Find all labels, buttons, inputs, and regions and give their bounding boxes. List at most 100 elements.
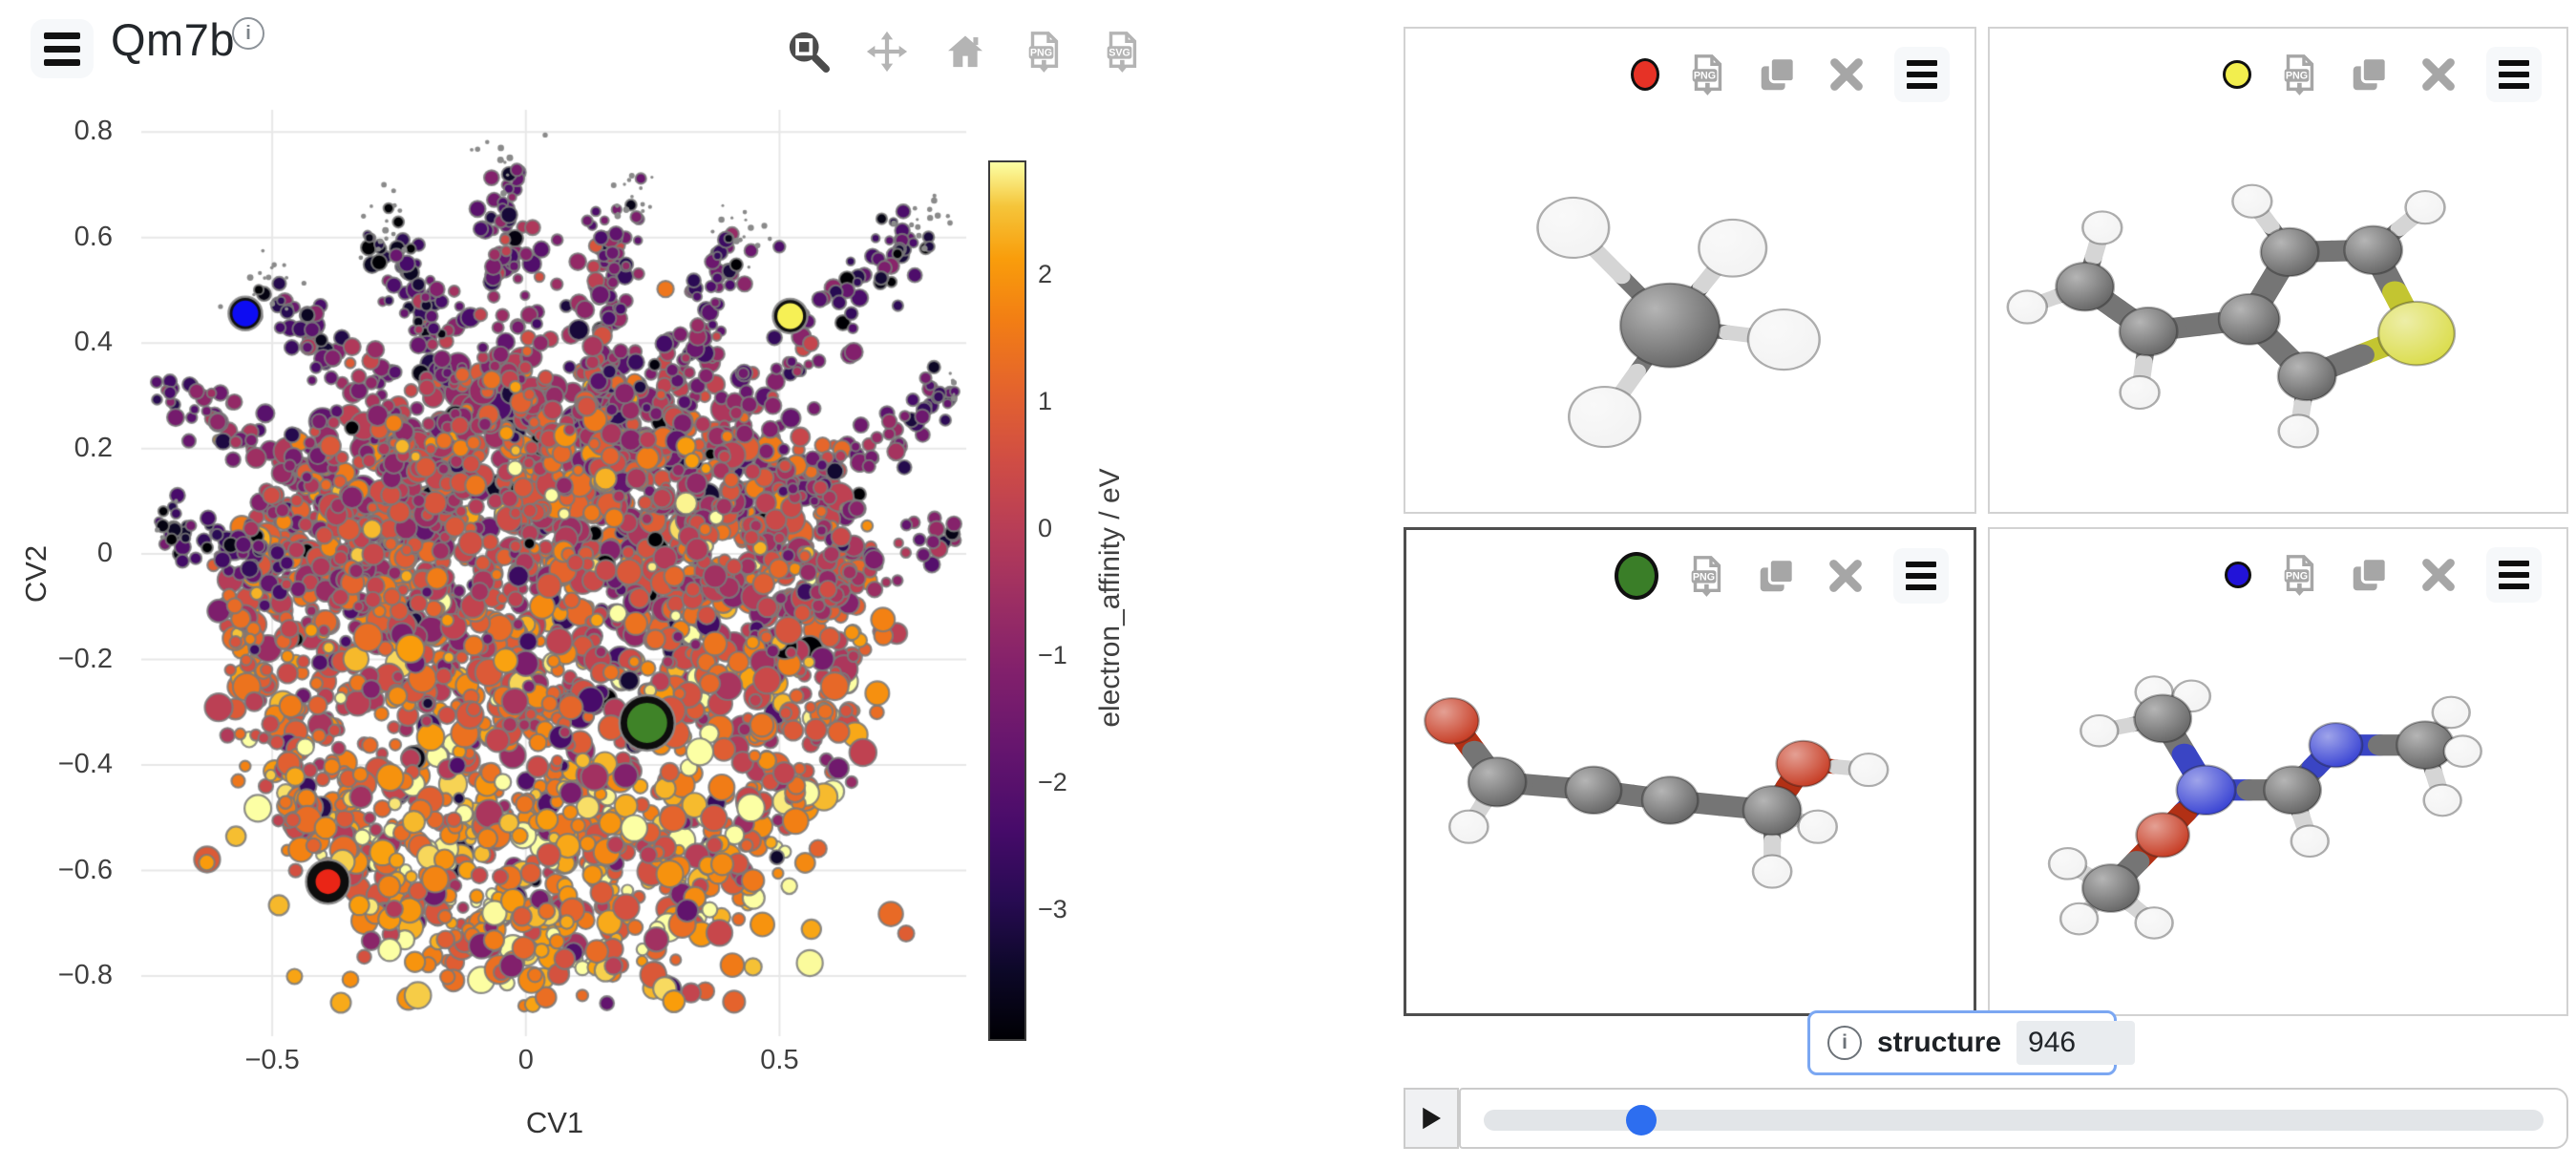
molecule-3d-view[interactable] (1405, 95, 1974, 502)
atom-H (2006, 289, 2049, 325)
atom-C (2343, 224, 2404, 276)
atom-C (1467, 756, 1528, 808)
pan-icon[interactable] (865, 30, 909, 74)
menu-bar (1907, 83, 1937, 89)
viewer-marker-dot (2225, 562, 2251, 588)
atom-O (1775, 739, 1832, 788)
svg-text:PNG: PNG (2286, 71, 2308, 82)
slider-thumb[interactable] (1626, 1105, 1658, 1135)
y-tick-label: −0.6 (57, 854, 113, 885)
menu-bar (2499, 561, 2529, 566)
molecule-3d-view[interactable] (1406, 597, 1974, 1004)
atom-O (2135, 812, 2191, 859)
atom-H (2081, 210, 2123, 245)
duplicate-icon[interactable] (2347, 53, 2391, 96)
svg-text:PNG: PNG (1694, 71, 1716, 82)
duplicate-icon[interactable] (1754, 554, 1798, 598)
viewer-marker-dot (1615, 552, 1658, 600)
atom-H (2059, 902, 2100, 936)
download-svg-icon[interactable]: SVG (1100, 30, 1144, 74)
close-icon[interactable] (1825, 53, 1869, 96)
atom-H (2231, 183, 2273, 219)
download-png-icon[interactable]: PNG (2277, 553, 2321, 597)
zoom-box-icon[interactable] (787, 30, 831, 74)
menu-bar (2499, 60, 2529, 66)
close-icon[interactable] (1824, 554, 1868, 598)
structure-slider[interactable] (1459, 1088, 2568, 1149)
structure-viewer-methoxy-methyl-formamidine[interactable]: PNG (1988, 527, 2568, 1016)
info-icon[interactable]: i (1827, 1026, 1862, 1060)
atom-C (2118, 306, 2179, 357)
menu-bar (2499, 584, 2529, 589)
duplicate-icon[interactable] (1755, 53, 1799, 96)
atom-H (1567, 385, 1642, 449)
plot-modebar: PNG SVG (787, 30, 1144, 74)
atom-C (2263, 765, 2323, 816)
viewer-toolbar: PNG (1405, 29, 1974, 120)
atom-H (1447, 809, 1489, 844)
slider-track[interactable] (1484, 1110, 2544, 1131)
atom-C (1564, 765, 1623, 816)
colorbar-tick-label: 0 (1038, 513, 1053, 542)
atom-H (2422, 783, 2462, 817)
y-tick-label: −0.2 (57, 643, 113, 674)
atom-C (1742, 785, 1803, 837)
atom-H (1746, 308, 1821, 371)
atom-H (1848, 752, 1890, 788)
menu-bar (2499, 572, 2529, 578)
atom-H (2080, 713, 2120, 748)
svg-label: SVG (1109, 48, 1130, 59)
viewer-menu-button[interactable] (1893, 548, 1949, 604)
structure-viewer-vinyl-thiophene[interactable]: PNG (1988, 27, 2568, 514)
y-tick-label: −0.8 (57, 960, 113, 991)
atom-O (1424, 697, 1480, 745)
map-menu-button[interactable] (31, 19, 94, 78)
viewer-toolbar: PNG (1990, 29, 2566, 120)
download-png-icon[interactable]: PNG (1685, 53, 1729, 96)
scatter-plot-canvas[interactable] (0, 0, 1394, 1167)
menu-bar (2499, 72, 2529, 77)
atom-C (1640, 775, 1700, 825)
colorbar-tick-label: 1 (1038, 386, 1053, 415)
structure-index-input[interactable]: 946 (2016, 1021, 2136, 1065)
x-tick-label: 0 (517, 1045, 534, 1075)
viewer-menu-button[interactable] (2486, 547, 2542, 603)
download-png-icon[interactable]: PNG (2277, 53, 2321, 96)
download-png-icon[interactable]: PNG (1684, 554, 1728, 598)
close-icon[interactable] (2417, 553, 2460, 597)
x-tick-label: −0.5 (244, 1045, 300, 1075)
y-tick-label: 0 (96, 538, 113, 569)
viewer-toolbar: PNG (1990, 529, 2566, 621)
y-tick-label: 0.2 (74, 432, 113, 463)
atom-H (2404, 190, 2446, 225)
atom-C (2259, 226, 2320, 278)
duplicate-icon[interactable] (2347, 553, 2391, 597)
structure-viewer-hydroxy-butynal[interactable]: PNG (1404, 527, 1976, 1016)
close-icon[interactable] (2417, 53, 2460, 96)
page-title: Qm7b (111, 14, 235, 65)
info-icon[interactable]: i (232, 17, 264, 50)
colorbar-tick-label: −3 (1038, 894, 1067, 923)
viewer-menu-button[interactable] (2486, 47, 2542, 102)
atom-H (2134, 906, 2174, 940)
atom-C (2276, 350, 2337, 402)
reset-home-icon[interactable] (943, 30, 987, 74)
atom-H (2047, 847, 2088, 881)
molecule-3d-view[interactable] (1990, 596, 2566, 1005)
y-tick-label: 0.4 (74, 327, 113, 358)
menu-bar (44, 32, 80, 39)
molecule-3d-view[interactable] (1990, 95, 2566, 502)
download-png-icon[interactable]: PNG (1022, 30, 1066, 74)
atom-H (2277, 414, 2319, 449)
structure-viewer-methane[interactable]: PNG (1404, 27, 1976, 514)
viewer-menu-button[interactable] (1894, 47, 1950, 102)
atom-S (2376, 300, 2457, 367)
play-button[interactable] (1404, 1088, 1459, 1149)
y-tick-label: −0.4 (57, 749, 113, 780)
menu-bar (1906, 562, 1936, 567)
atom-H (2290, 824, 2330, 859)
atom-C (2055, 262, 2116, 312)
menu-bar (2499, 83, 2529, 89)
atom-N (2308, 722, 2364, 769)
